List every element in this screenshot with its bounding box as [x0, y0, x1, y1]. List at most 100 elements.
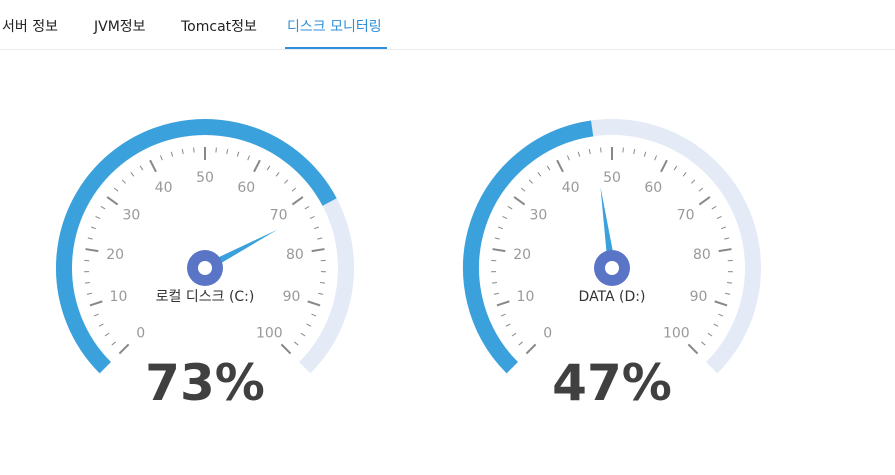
gauge-minor-tick	[713, 323, 719, 327]
gauge-minor-tick	[139, 165, 144, 171]
gauge-minor-tick	[104, 332, 110, 337]
gauge-tick-label: 10	[110, 289, 128, 305]
gauge-tick-label: 100	[256, 325, 283, 341]
gauge-minor-tick	[294, 341, 299, 346]
tab-disk-monitoring[interactable]: 디스크 모니터링	[287, 19, 382, 35]
gauge-progress-arc	[56, 119, 337, 374]
gauge-major-tick	[307, 300, 321, 307]
gauge-minor-tick	[494, 237, 500, 240]
gauge-tick-label: 70	[270, 208, 288, 224]
gauge-tick-label: 60	[644, 180, 662, 196]
gauge-minor-tick	[90, 226, 97, 230]
gauge-minor-tick	[566, 155, 570, 161]
tab-jvm-info[interactable]: JVM정보	[94, 19, 146, 35]
gauge-minor-tick	[502, 216, 508, 220]
gauge-minor-tick	[507, 205, 513, 210]
gauge-minor-tick	[588, 149, 591, 155]
gauge-minor-tick	[113, 187, 119, 192]
gauge-tick-label: 10	[517, 289, 535, 305]
gauge-value-text: 47%	[552, 354, 672, 412]
gauge-minor-tick	[98, 323, 104, 327]
gauge-minor-tick	[528, 179, 533, 184]
gauge-major-tick	[118, 343, 130, 355]
gauge-tick-label: 30	[122, 208, 140, 224]
gauge-minor-tick	[720, 226, 727, 230]
gauge-major-tick	[698, 196, 711, 206]
gauge-minor-tick	[181, 149, 184, 155]
gauge-minor-tick	[121, 179, 126, 184]
gauge-needle-hub-center	[605, 261, 619, 275]
gauge-minor-tick	[497, 226, 504, 230]
gauge-major-tick	[291, 196, 304, 206]
gauge-major-tick	[85, 248, 99, 253]
gauge-major-tick	[311, 248, 325, 253]
gauge-minor-tick	[313, 226, 320, 230]
gauge-tick-label: 20	[513, 247, 531, 263]
gauge-minor-tick	[725, 292, 731, 295]
gauge-major-tick	[106, 196, 119, 206]
gauge-minor-tick	[682, 172, 687, 177]
gauge-tick-label: 40	[155, 180, 173, 196]
gauge-minor-tick	[266, 165, 271, 171]
gauge-major-tick	[89, 300, 103, 307]
gauge-major-tick	[513, 196, 526, 206]
gauge-minor-tick	[306, 323, 312, 327]
gauge-minor-tick	[311, 313, 317, 317]
gauge-value-text: 73%	[145, 354, 265, 412]
gauge-major-tick	[492, 248, 506, 253]
active-tab-indicator	[285, 47, 387, 49]
gauge-minor-tick	[111, 341, 116, 346]
gauge-minor-tick	[284, 179, 289, 184]
gauge-tick-label: 0	[136, 325, 145, 341]
gauge-major-tick	[496, 300, 510, 307]
gauge-needle	[600, 186, 616, 269]
gauge-major-tick	[149, 159, 157, 173]
gauge-minor-tick	[275, 172, 280, 177]
gauge-needle	[203, 229, 278, 272]
gauge-minor-tick	[247, 155, 251, 161]
gauge-minor-tick	[654, 155, 658, 161]
gauge-tick-label: 90	[690, 289, 708, 305]
gauge-minor-tick	[698, 187, 704, 192]
gauge-major-tick	[556, 159, 564, 173]
gauge-minor-tick	[159, 155, 163, 161]
gauge-tick-label: 70	[677, 208, 695, 224]
gauge-d-drive: 0 10 20 30 40 50 60 70 80 90 100 47% DATA (D:)	[463, 119, 761, 412]
gauge-minor-tick	[577, 151, 581, 157]
gauge-minor-tick	[226, 149, 229, 155]
gauge-tick-label: 0	[543, 325, 552, 341]
gauge-minor-tick	[95, 216, 101, 220]
gauge-minor-tick	[707, 332, 713, 337]
gauge-progress-arc	[463, 120, 594, 374]
gauge-minor-tick	[491, 282, 497, 284]
gauge-tick-label: 60	[237, 180, 255, 196]
gauge-minor-tick	[505, 323, 511, 327]
gauge-major-tick	[687, 343, 699, 355]
gauge-minor-tick	[691, 179, 696, 184]
tab-tomcat-info[interactable]: Tomcat정보	[181, 19, 257, 35]
gauge-minor-tick	[711, 205, 717, 210]
gauge-minor-tick	[93, 313, 99, 317]
gauge-minor-tick	[701, 341, 706, 346]
gauge-minor-tick	[500, 313, 506, 317]
gauge-tick-label: 50	[196, 170, 214, 186]
gauge-major-tick	[718, 248, 732, 253]
gauge-minor-tick	[130, 172, 135, 177]
gauge-minor-tick	[718, 313, 724, 317]
gauge-tick-label: 50	[603, 170, 621, 186]
gauge-tick-label: 30	[529, 208, 547, 224]
gauge-minor-tick	[309, 216, 315, 220]
gauge-minor-tick	[170, 151, 174, 157]
gauge-tick-label: 80	[286, 247, 304, 263]
tab-server-info[interactable]: 서버 정보	[2, 19, 58, 35]
gauge-major-tick	[253, 159, 261, 173]
gauge-minor-tick	[84, 282, 90, 284]
tab-bar: 서버 정보 JVM정보 Tomcat정보 디스크 모니터링	[0, 0, 895, 50]
gauge-minor-tick	[493, 292, 499, 295]
gauge-minor-tick	[673, 165, 678, 171]
gauge-minor-tick	[86, 292, 92, 295]
gauge-tick-label: 20	[106, 247, 124, 263]
gauge-minor-tick	[520, 187, 526, 192]
gauge-tick-label: 90	[283, 289, 301, 305]
gauge-minor-tick	[633, 149, 636, 155]
